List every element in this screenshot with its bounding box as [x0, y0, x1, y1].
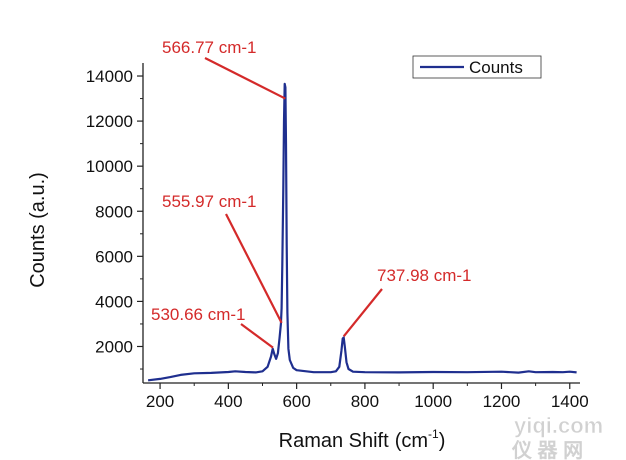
y-tick-label: 2000: [95, 337, 133, 356]
annotation-leader-line: [342, 288, 383, 338]
x-tick-label: 400: [214, 392, 242, 411]
x-tick-label: 1000: [414, 392, 452, 411]
legend-box: [412, 55, 542, 79]
x-axis-title-close: ): [439, 430, 446, 452]
series-layer: [147, 82, 577, 382]
y-tick-label: 14000: [86, 67, 133, 86]
x-tick-label: 800: [351, 392, 379, 411]
series-line-0: [147, 82, 577, 382]
y-tick-label: 12000: [86, 112, 133, 131]
y-tick-label: 4000: [95, 292, 133, 311]
annotation-label: 530.66 cm-1: [151, 305, 246, 324]
watermark-text-cjk: 仪 器 网: [511, 439, 583, 460]
annotation-leader-line: [240, 323, 274, 349]
annotations: 566.77 cm-1 555.97 cm-1 530.66 cm-1 737.98 …: [151, 38, 472, 349]
x-tick-label: 200: [146, 392, 174, 411]
x-axis-title-main: Raman Shift: [279, 430, 389, 452]
y-tick-label: 6000: [95, 247, 133, 266]
annotation-leader-line: [225, 213, 283, 324]
annotation-label: 555.97 cm-1: [162, 192, 257, 211]
axis-ticks: 200 400 600 800 1000 1200 1400 2000 4000 6000 8000…: [86, 67, 589, 411]
x-tick-label: 1400: [551, 392, 589, 411]
x-tick-label: 600: [282, 392, 310, 411]
annotation-label: 566.77 cm-1: [162, 38, 257, 57]
x-axis-title: Raman Shift (cm-1): [279, 427, 446, 452]
legend: Counts: [412, 55, 542, 79]
y-tick-label: 8000: [95, 202, 133, 221]
watermark: yiqi.com 仪 器 网: [511, 413, 604, 460]
annotation-label: 737.98 cm-1: [377, 266, 472, 285]
x-axis-title-unit: (cm: [395, 430, 428, 452]
legend-label: Counts: [469, 58, 523, 77]
watermark-text-latin: yiqi.com: [514, 413, 603, 438]
x-tick-label: 1200: [483, 392, 521, 411]
axes: [142, 63, 580, 384]
y-tick-label: 10000: [86, 157, 133, 176]
x-axis-title-sup: -1: [428, 427, 439, 441]
y-axis-title: Counts (a.u.): [27, 172, 49, 288]
annotation-leader-line: [204, 57, 286, 100]
